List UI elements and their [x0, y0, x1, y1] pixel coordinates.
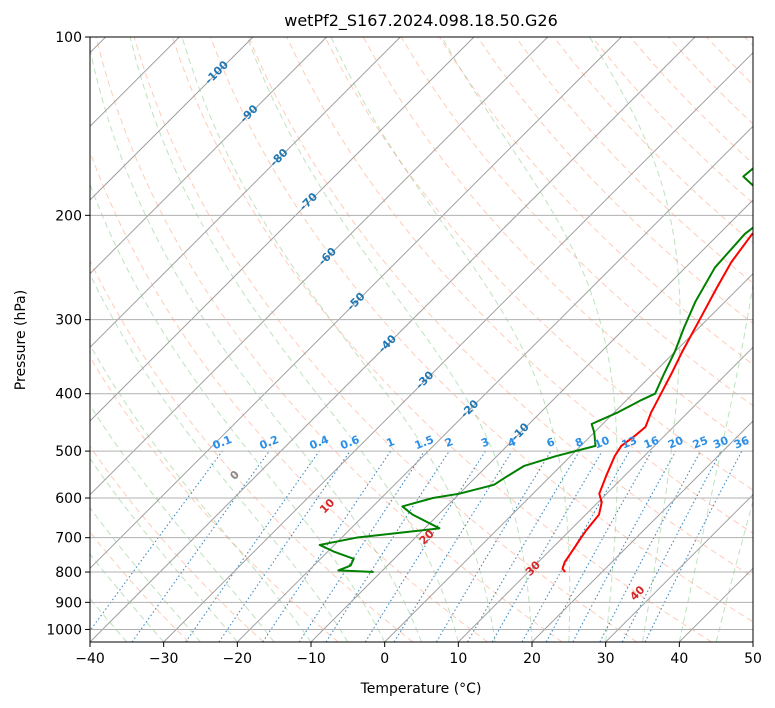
y-axis-title: Pressure (hPa) [13, 290, 29, 390]
moist-adiabat-line [678, 281, 753, 642]
mixing-ratio-line [262, 450, 392, 642]
mixing-ratio-line [545, 450, 653, 642]
dry-adiabat-line [90, 259, 414, 642]
mixing-ratio-label: 8 [573, 435, 585, 450]
y-tick-label: 1000 [46, 622, 82, 638]
y-tick-label: 800 [55, 565, 82, 581]
moist-adiabat-line [129, 37, 459, 642]
isotherm-line [90, 37, 696, 642]
x-tick-label: −40 [75, 651, 105, 667]
moist-adiabat-line [441, 37, 618, 642]
y-tick-label: 600 [55, 491, 82, 507]
moist-adiabat-line [90, 404, 275, 642]
mixing-ratio-line [393, 450, 513, 642]
moist-adiabat-line [589, 37, 681, 642]
mixing-ratio-line [185, 450, 320, 642]
isotherm-line [310, 199, 753, 642]
mixing-ratio-label: 36 [732, 434, 751, 452]
dry-adiabat-line [515, 37, 753, 284]
moist-adiabat-line [90, 507, 201, 642]
mixing-ratio-line [218, 450, 351, 642]
isobars [90, 37, 753, 630]
isotherm-line [531, 420, 753, 642]
mixing-ratio-label: 13 [620, 434, 639, 452]
x-tick-label: 0 [380, 651, 389, 667]
x-tick-label: 40 [670, 651, 688, 667]
mixing-ratio-line [298, 450, 425, 642]
mixing-ratio-line [325, 450, 450, 642]
mixing-ratio-line [521, 450, 630, 642]
y-tick-label: 900 [55, 595, 82, 611]
y-tick-label: 700 [55, 531, 82, 547]
chart-title: wetPf2_S167.2024.098.18.50.G26 [284, 11, 558, 31]
moist-adiabat-line [181, 37, 496, 642]
isotherm-line [605, 493, 753, 642]
x-tick-label: −20 [223, 651, 253, 667]
moist-adiabat-line [90, 457, 238, 642]
moist-adiabat-line [715, 499, 753, 642]
isotherm-line [90, 37, 549, 496]
x-tick-label: 20 [523, 651, 541, 667]
x-axis-title: Temperature (°C) [360, 681, 482, 697]
dry-adiabat-line [133, 37, 638, 642]
y-tick-label: 500 [55, 444, 82, 460]
isotherm-line [90, 37, 622, 570]
dry-adiabat-line [95, 37, 563, 642]
y-tick-label: 300 [55, 313, 82, 329]
mixing-ratio-label: 2 [443, 435, 455, 450]
isotherm-line [90, 37, 254, 201]
plot-frame [89, 36, 754, 643]
dewpoint-profile [318, 167, 753, 574]
y-tick-label: 100 [55, 30, 82, 46]
moist-adiabat-line [90, 273, 349, 642]
mixing-ratio-label: 30 [711, 434, 730, 452]
temperature-profile [561, 232, 753, 573]
mixing-ratio-label: 10 [592, 434, 611, 452]
dry-adiabat-line [171, 37, 712, 642]
isotherm-line [90, 37, 475, 422]
dry-adiabat-line [248, 37, 753, 578]
dry-adiabats [90, 37, 753, 642]
y-axis: 100 200 300 400 500 600 700 800 900 1000 [46, 30, 90, 638]
moist-adiabat-line [90, 597, 128, 642]
moist-adiabat-line [246, 37, 533, 642]
plot-background [90, 37, 753, 642]
x-axis: −40 −30 −20 −10 0 10 20 30 40 50 [75, 642, 762, 667]
isotherm-line [90, 37, 328, 275]
dry-adiabat-line [286, 37, 753, 534]
mixing-ratio-label: 1 [385, 435, 397, 450]
moist-adiabat-line [90, 183, 386, 642]
mixing-ratio-line [572, 450, 677, 642]
isotherm-line [384, 272, 753, 642]
mixing-ratio-lines [90, 450, 743, 642]
profiles [318, 167, 753, 574]
dry-adiabat-line [90, 356, 339, 642]
mixing-ratio-line [644, 450, 743, 642]
x-tick-label: −30 [149, 651, 179, 667]
x-tick-label: 10 [449, 651, 467, 667]
y-tick-label: 400 [55, 387, 82, 403]
moist-adiabat-line [330, 37, 571, 642]
mixing-ratio-label: 25 [691, 434, 710, 452]
mixing-ratio-line [131, 450, 270, 642]
dry-adiabat-line [210, 37, 753, 623]
mixing-ratio-label: 20 [666, 434, 685, 452]
y-tick-label: 200 [55, 208, 82, 224]
isotherm-line [457, 346, 753, 642]
plot-area: -100-90-80-70-60-50-40-30-20-100.1 0.2 0.4… [90, 37, 753, 642]
isotherm-line [163, 51, 753, 642]
mixing-ratio-line [90, 450, 223, 632]
mixing-ratio-label: 3 [479, 435, 491, 450]
dry-adiabat-line [324, 37, 753, 491]
dry-adiabat-line [90, 445, 264, 642]
x-tick-label: −10 [296, 651, 326, 667]
moist-adiabat-line [90, 553, 165, 642]
isotherm-line [90, 37, 401, 349]
x-tick-label: 30 [597, 651, 615, 667]
mixing-ratio-label: 16 [642, 434, 661, 452]
moist-adiabat-line [90, 46, 422, 642]
x-tick-label: 50 [744, 651, 762, 667]
